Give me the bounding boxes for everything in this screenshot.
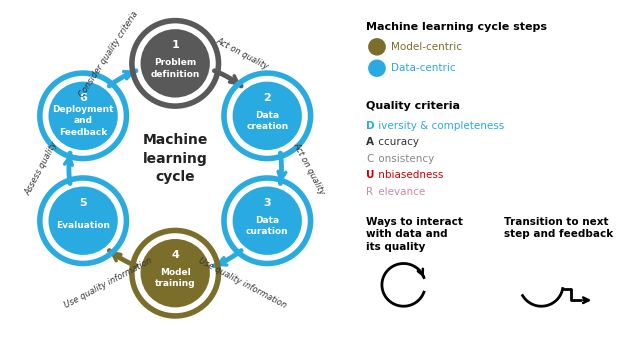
Text: Model-centric: Model-centric xyxy=(391,42,462,52)
Circle shape xyxy=(49,187,118,255)
Text: Act on quality: Act on quality xyxy=(214,36,270,71)
Text: A: A xyxy=(366,137,374,147)
Text: elevance: elevance xyxy=(375,187,425,197)
Circle shape xyxy=(368,38,386,56)
Text: Quality criteria: Quality criteria xyxy=(366,101,460,111)
Text: ccuracy: ccuracy xyxy=(375,137,419,147)
Text: R: R xyxy=(366,187,373,197)
Circle shape xyxy=(141,29,210,97)
Text: Transition to next
step and feedback: Transition to next step and feedback xyxy=(504,217,613,239)
Text: Model
training: Model training xyxy=(155,268,195,288)
Text: Act on quality: Act on quality xyxy=(291,141,326,196)
Text: Problem
definition: Problem definition xyxy=(150,58,200,79)
Text: 2: 2 xyxy=(264,93,271,103)
Text: 5: 5 xyxy=(79,198,87,208)
Text: Ways to interact
with data and
its quality: Ways to interact with data and its quali… xyxy=(366,217,463,252)
Circle shape xyxy=(49,82,118,150)
Text: D: D xyxy=(366,121,375,131)
Text: 4: 4 xyxy=(172,250,179,260)
Text: Evaluation: Evaluation xyxy=(56,221,110,230)
Text: Data
creation: Data creation xyxy=(246,111,289,131)
Text: onsistency: onsistency xyxy=(375,154,435,164)
Text: Data
curation: Data curation xyxy=(246,216,289,236)
Text: U: U xyxy=(366,170,374,180)
Text: nbiasedness: nbiasedness xyxy=(375,170,444,180)
Circle shape xyxy=(232,187,302,255)
Text: iversity & completeness: iversity & completeness xyxy=(375,121,504,131)
Text: 3: 3 xyxy=(264,198,271,208)
Circle shape xyxy=(141,239,210,307)
Text: Use quality information: Use quality information xyxy=(63,256,154,310)
Text: Machine
learning
cycle: Machine learning cycle xyxy=(143,133,208,184)
Text: Use quality information: Use quality information xyxy=(196,256,287,310)
Text: Data-centric: Data-centric xyxy=(391,63,456,73)
Circle shape xyxy=(368,60,386,77)
Text: Consider quality criteria: Consider quality criteria xyxy=(77,9,140,98)
Text: Deployment
and
Feedback: Deployment and Feedback xyxy=(52,105,114,136)
Circle shape xyxy=(232,82,302,150)
Text: 1: 1 xyxy=(172,40,179,50)
Text: 6: 6 xyxy=(79,93,87,103)
Text: Machine learning cycle steps: Machine learning cycle steps xyxy=(366,22,547,32)
Text: C: C xyxy=(366,154,374,164)
Text: Assess quality: Assess quality xyxy=(23,140,60,197)
